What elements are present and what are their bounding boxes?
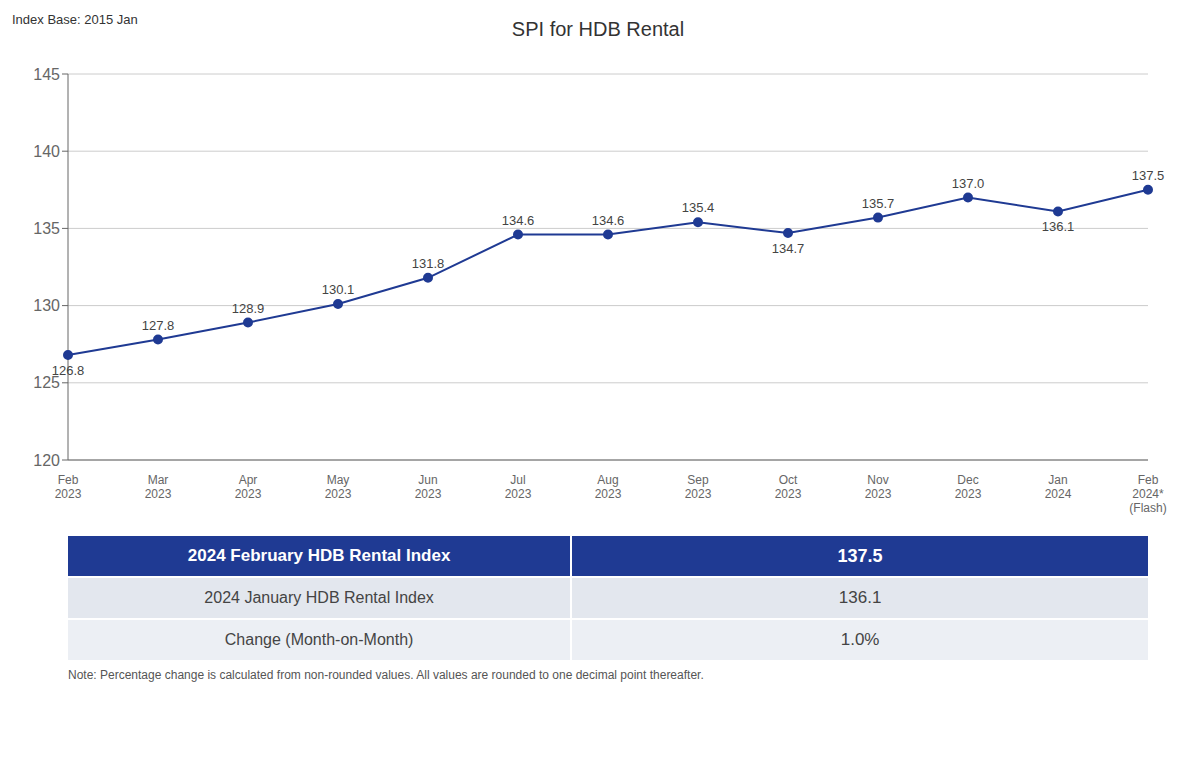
svg-text:137.0: 137.0	[952, 176, 985, 191]
svg-text:May2023: May2023	[325, 473, 352, 501]
svg-text:120: 120	[33, 452, 60, 469]
html-text:1.0%: 1.0%	[840, 630, 880, 649]
svg-text:126.8: 126.8	[52, 363, 85, 378]
html-text:Note: Percentage change is cal: Note: Percentage change is calculated fr…	[68, 668, 704, 682]
svg-text:135.7: 135.7	[862, 196, 895, 211]
svg-text:135.4: 135.4	[682, 200, 715, 215]
svg-text:128.9: 128.9	[232, 301, 265, 316]
html-text:SPI for HDB Rental: SPI for HDB Rental	[511, 18, 685, 40]
svg-text:130: 130	[33, 297, 60, 314]
svg-text:137.5: 137.5	[1132, 168, 1165, 183]
svg-text:145: 145	[33, 66, 60, 83]
svg-text:135: 135	[33, 220, 60, 237]
svg-text:Jun2023: Jun2023	[415, 473, 442, 501]
svg-text:Apr2023: Apr2023	[235, 473, 262, 501]
html-text:136.1: 136.1	[838, 588, 882, 607]
svg-text:Nov2023: Nov2023	[865, 473, 892, 501]
svg-text:Mar2023: Mar2023	[145, 473, 172, 501]
svg-text:131.8: 131.8	[412, 256, 445, 271]
svg-text:Oct2023: Oct2023	[775, 473, 802, 501]
svg-text:134.6: 134.6	[592, 213, 625, 228]
svg-text:Jan2024: Jan2024	[1045, 473, 1072, 501]
html-text:2024 February HDB Rental Index: 2024 February HDB Rental Index	[187, 546, 451, 565]
svg-text:Feb2023: Feb2023	[55, 473, 82, 501]
html-text:Change (Month-on-Month): Change (Month-on-Month)	[224, 631, 414, 648]
svg-text:134.7: 134.7	[772, 241, 805, 256]
svg-text:Sep2023: Sep2023	[685, 473, 712, 501]
svg-text:125: 125	[33, 374, 60, 392]
svg-text:136.1: 136.1	[1042, 219, 1075, 234]
html-text:Index Base: 2015 Jan: Index Base: 2015 Jan	[12, 12, 138, 27]
svg-text:Aug2023: Aug2023	[595, 473, 622, 501]
svg-text:127.8: 127.8	[142, 318, 175, 333]
svg-text:130.1: 130.1	[322, 282, 355, 297]
html-text:137.5: 137.5	[837, 545, 883, 566]
svg-text:140: 140	[33, 143, 60, 160]
svg-text:134.6: 134.6	[502, 213, 535, 228]
svg-text:Feb2024*(Flash): Feb2024*(Flash)	[1129, 473, 1166, 516]
svg-text:Jul2023: Jul2023	[505, 473, 532, 501]
html-text:2024 January HDB Rental Index: 2024 January HDB Rental Index	[204, 589, 434, 606]
svg-text:Dec2023: Dec2023	[955, 473, 982, 501]
